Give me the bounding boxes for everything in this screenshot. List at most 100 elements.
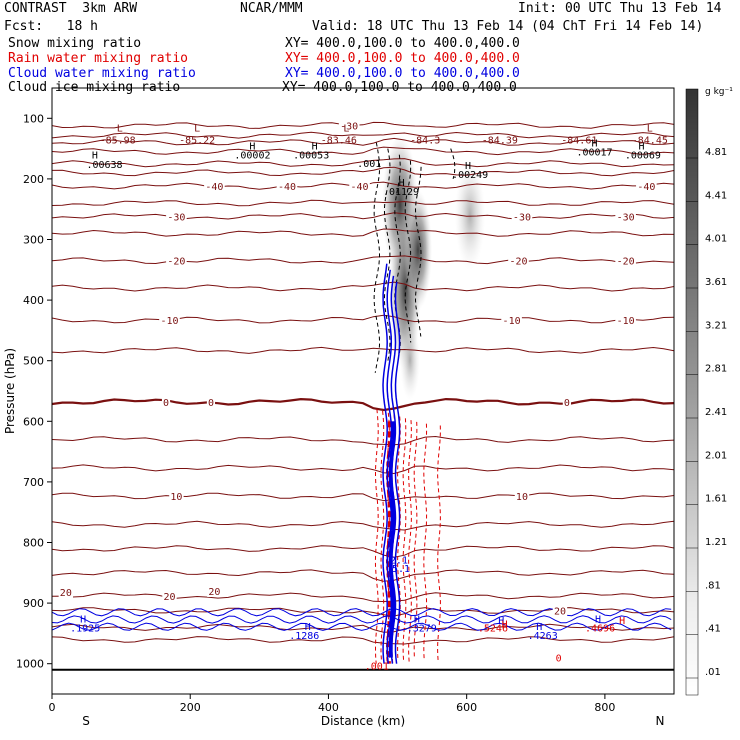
hydrometeor-contour-line	[414, 166, 422, 337]
label-background	[204, 181, 225, 193]
hydrometeor-contour-line	[388, 421, 396, 658]
extremum-label: -84.45	[632, 136, 668, 147]
label-background	[349, 181, 370, 193]
temperature-contours	[52, 121, 674, 671]
hydrometeor-contour-line	[374, 409, 379, 664]
temperature-label: -30	[513, 212, 531, 223]
temperature-label: 20	[60, 588, 72, 599]
temperature-contour-line	[52, 569, 674, 582]
temperature-contour-line	[52, 636, 674, 645]
colorbar-label: 1.21	[705, 537, 727, 548]
label-background	[508, 255, 529, 267]
x-tick-label: 400	[318, 701, 339, 714]
temperature-contour-line	[52, 212, 674, 220]
temperature-label: 20	[208, 587, 220, 598]
extremum-label: H	[639, 142, 645, 153]
extremum-label: H	[92, 151, 98, 162]
forecast-hour: Fcst: 18 h	[4, 19, 98, 34]
temperature-label: -40	[278, 182, 296, 193]
temperature-label: -40	[205, 182, 223, 193]
colorbar-label: 2.01	[705, 450, 727, 461]
temperature-label: -40	[351, 182, 369, 193]
temperature-contour-line	[52, 121, 674, 129]
extremum-label: .00249	[452, 170, 488, 181]
temperature-contour-line	[52, 158, 674, 168]
extremum-label: 2.1	[390, 555, 408, 566]
extremum-label: -84.3	[410, 136, 440, 147]
north-label: N	[656, 714, 665, 728]
colorbar-unit: g kg⁻¹	[705, 87, 733, 97]
hydrometeor-contour-line	[383, 148, 391, 361]
temperature-contour-line	[52, 199, 674, 207]
temperature-contour-line	[52, 314, 674, 324]
hydrometeor-contour-line	[380, 410, 385, 660]
extremum-label: H	[399, 178, 405, 189]
label-background	[562, 396, 571, 408]
y-axis-label: Pressure (hPa)	[3, 348, 17, 434]
label-background	[166, 255, 187, 267]
temperature-contour-line	[52, 492, 674, 502]
y-tick-label: 400	[23, 294, 44, 307]
temperature-label: 20	[554, 606, 566, 617]
temperature-contour-line	[52, 397, 674, 412]
legend-rain-xy: XY= 400.0,100.0 to 400.0,400.0	[285, 51, 520, 66]
temperature-contour-line	[52, 464, 674, 475]
colorbar-label: 2.41	[705, 407, 727, 418]
extremum-label: H	[536, 622, 542, 633]
hydrometeor-contours	[52, 142, 672, 664]
extremum-label: H	[80, 614, 86, 625]
label-background	[58, 587, 74, 599]
temperature-label: -10	[160, 316, 178, 327]
label-background	[276, 181, 298, 193]
extremum-label: -85.98	[100, 136, 136, 147]
extremum-label: .4263	[528, 631, 558, 642]
y-tick-label: 100	[23, 112, 44, 125]
temperature-contour-line	[52, 131, 674, 139]
temperature-contour-line	[52, 228, 674, 237]
temperature-label: 0	[208, 398, 214, 409]
label-background	[166, 211, 187, 223]
colorbar-label: .41	[705, 624, 721, 635]
extremum-label: H	[595, 614, 601, 625]
hydrometeor-contour-line	[408, 420, 412, 663]
extremum-label: -84.61	[561, 136, 597, 147]
temperature-contour-line	[52, 545, 674, 558]
y-tick-label: 500	[23, 355, 44, 368]
temperature-contour-line	[52, 281, 674, 292]
temperature-contour-line	[52, 592, 674, 603]
extremum-label: L	[647, 123, 653, 134]
extremum-label: 0	[556, 654, 562, 665]
temperature-contour-line	[52, 146, 674, 156]
plot-frame	[51, 87, 675, 695]
label-background	[615, 211, 636, 223]
snow-shading	[382, 135, 485, 400]
hydrometeor-contour-line	[394, 281, 401, 664]
temperature-contour-line	[52, 346, 674, 354]
extremum-label: .1925	[70, 623, 100, 634]
x-tick-label: 600	[456, 701, 477, 714]
temperature-contour-line	[52, 435, 674, 446]
extremum-label: .00017	[576, 148, 612, 159]
extremum-label: H	[619, 616, 625, 627]
extremum-label: H	[414, 614, 420, 625]
cloudwater-contour-line	[52, 615, 672, 624]
label-background	[161, 396, 171, 408]
extremum-label: .4696	[585, 623, 615, 634]
temperature-label: -10	[617, 316, 635, 327]
extremum-label: .01129	[383, 187, 419, 198]
colorbar-label: 2.81	[705, 364, 727, 375]
colorbar	[685, 88, 699, 696]
y-tick-label: 200	[23, 173, 44, 186]
colorbar-label: 4.41	[705, 190, 727, 201]
extremum-label: H	[312, 142, 318, 153]
contour-labels: -30 -40 -40 -40 -40 -30 -30 -30 -20 -20 -20 -10 -10 -…	[58, 120, 668, 673]
extremum-label: H	[305, 622, 311, 633]
temperature-contour-line	[52, 137, 674, 146]
init-time: Init: 00 UTC Thu 13 Feb 14	[518, 1, 722, 16]
y-tick-label: 1000	[16, 658, 44, 671]
extremum-label: L	[194, 123, 200, 134]
label-background	[501, 315, 522, 327]
legend-rain-name: Rain water mixing ratio	[8, 51, 189, 66]
valid-time: Valid: 18 UTC Thu 13 Feb 14 (04 ChT Fri …	[312, 19, 704, 34]
